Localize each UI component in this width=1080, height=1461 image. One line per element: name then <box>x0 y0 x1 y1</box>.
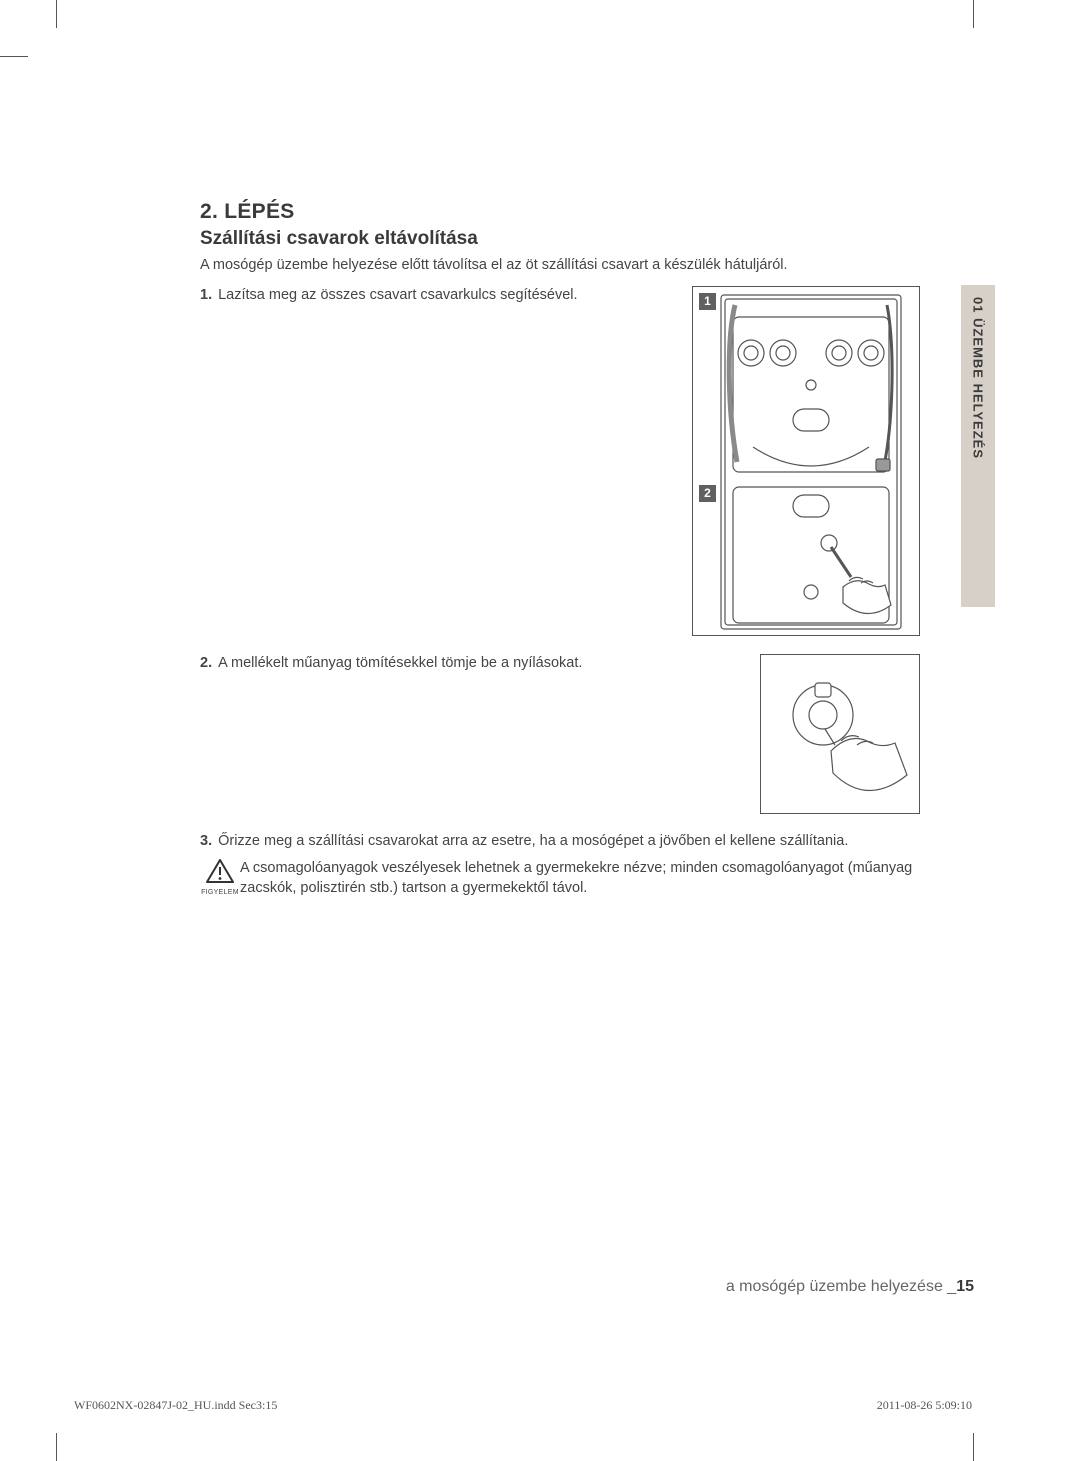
warning-icon-wrap: FIGYELEM <box>200 859 240 896</box>
step-body: Őrizze meg a szállítási csavarokat arra … <box>218 833 848 849</box>
intro-text: A mosógép üzembe helyezése előtt távolít… <box>200 256 920 276</box>
callout-2: 2 <box>699 485 716 502</box>
step-number: 2. <box>200 655 212 671</box>
callout-1: 1 <box>699 293 716 310</box>
page-content: 2. LÉPÉS Szállítási csavarok eltávolítás… <box>200 200 920 898</box>
illustration-1: 1 2 <box>692 286 920 636</box>
step-3-text: 3. Őrizze meg a szállítási csavarokat arr… <box>200 832 920 852</box>
warning-text: A csomagolóanyagok veszélyesek lehetnek … <box>240 859 920 898</box>
section-tab: 01 ÜZEMBE HELYEZÉS <box>961 285 995 607</box>
crop-mark <box>56 0 57 28</box>
warning-label: FIGYELEM <box>200 889 240 896</box>
subtitle: Szállítási csavarok eltávolítása <box>200 228 920 250</box>
illustration-2 <box>760 654 920 814</box>
warning-row: FIGYELEM A csomagolóanyagok veszélyesek … <box>200 859 920 898</box>
crop-mark <box>56 1433 57 1461</box>
imprint-timestamp: 2011-08-26 5:09:10 <box>877 1398 972 1413</box>
page-number: 15 <box>956 1278 974 1295</box>
step-body: A mellékelt műanyag tömítésekkel tömje b… <box>218 655 582 671</box>
step-2-text: 2. A mellékelt műanyag tömítésekkel tömje… <box>200 654 760 674</box>
washer-back-svg <box>693 287 920 636</box>
footer: a mosógép üzembe helyezése _15 <box>726 1278 974 1296</box>
plug-insert-svg <box>761 655 920 814</box>
crop-mark <box>0 56 28 57</box>
step-body: Lazítsa meg az összes csavart csavarkulc… <box>218 287 577 303</box>
step-row: 3. Őrizze meg a szállítási csavarokat arr… <box>200 832 920 852</box>
crop-mark <box>973 0 974 28</box>
step-number: 1. <box>200 287 212 303</box>
step-heading: 2. LÉPÉS <box>200 200 920 224</box>
footer-text: a mosógép üzembe helyezése _ <box>726 1278 956 1295</box>
step-number: 3. <box>200 833 212 849</box>
step-row: 1. Lazítsa meg az összes csavart csavarku… <box>200 286 920 636</box>
step-1-text: 1. Lazítsa meg az összes csavart csavarku… <box>200 286 692 306</box>
crop-mark <box>973 1433 974 1461</box>
section-tab-label: 01 ÜZEMBE HELYEZÉS <box>971 297 986 459</box>
imprint-filename: WF0602NX-02847J-02_HU.indd Sec3:15 <box>74 1398 277 1413</box>
warning-icon <box>206 859 234 883</box>
step-row: 2. A mellékelt műanyag tömítésekkel tömje… <box>200 654 920 814</box>
